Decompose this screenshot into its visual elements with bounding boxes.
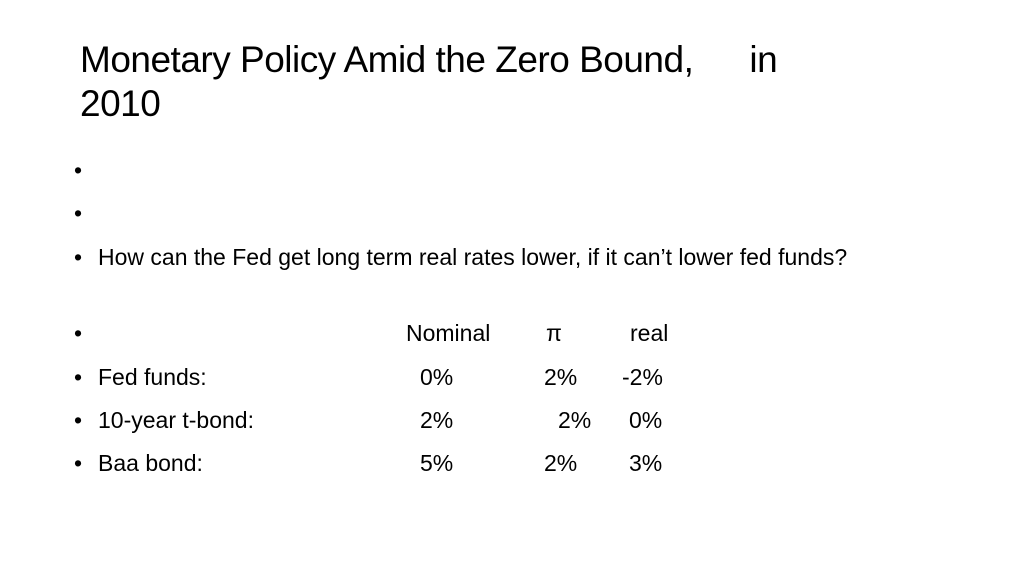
cell-real: 3% (629, 450, 663, 476)
cell-real: -2% (622, 364, 663, 390)
bullet-dot: • (74, 200, 83, 226)
header-real: real (630, 320, 669, 346)
title-line1-part1: Monetary Policy Amid the Zero Bound, (80, 39, 694, 80)
question-text: How can the Fed get long term real rates… (98, 244, 848, 270)
bullet-dot: • (74, 320, 83, 346)
cell-pi: 2% (558, 407, 592, 433)
cell-pi: 2% (544, 364, 578, 390)
cell-pi: 2% (544, 450, 578, 476)
row-label: Baa bond: (98, 450, 203, 476)
title-line1-part2: in (749, 39, 778, 80)
bullet-dot: • (74, 407, 83, 433)
header-nominal: Nominal (406, 320, 491, 346)
row-label: Fed funds: (98, 364, 207, 390)
cell-real: 0% (629, 407, 663, 433)
bullet-dot: • (74, 244, 83, 270)
cell-nominal: 2% (420, 407, 454, 433)
cell-nominal: 0% (420, 364, 454, 390)
bullet-dot: • (74, 364, 83, 390)
row-label: 10-year t-bond: (98, 407, 254, 433)
title-line2: 2010 (80, 83, 161, 124)
header-pi: π (546, 320, 562, 346)
slide-title: Monetary Policy Amid the Zero Bound, in 2… (80, 38, 960, 126)
bullet-dot: • (74, 450, 83, 476)
cell-nominal: 5% (420, 450, 454, 476)
bullet-dot: • (74, 157, 83, 183)
